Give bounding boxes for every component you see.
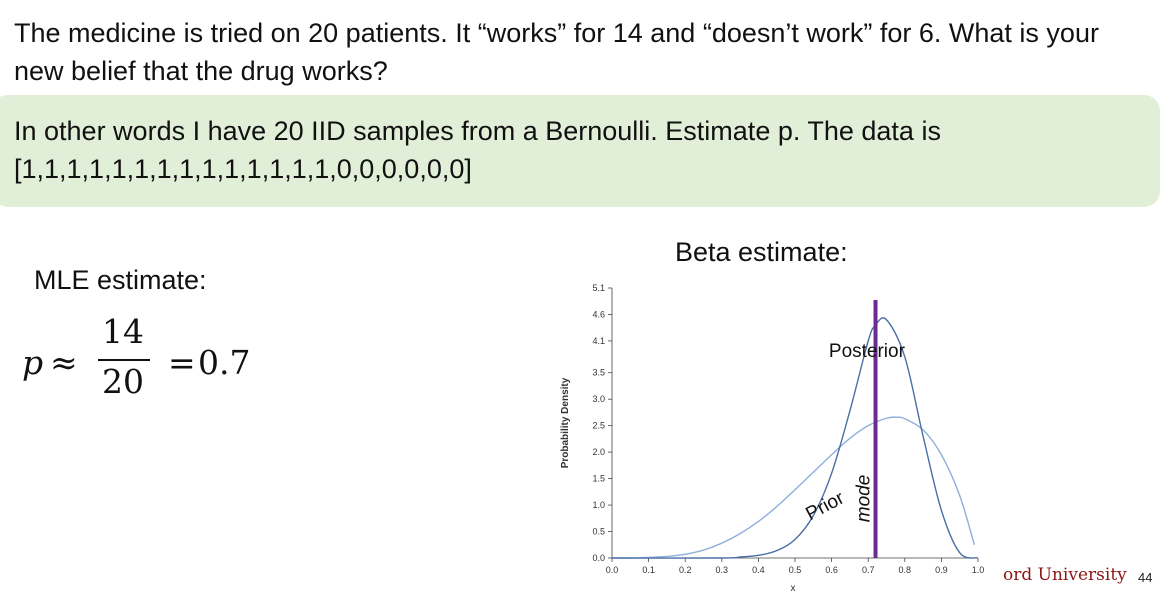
beta-title: Beta estimate: (675, 237, 848, 267)
x-tick-label: 0.3 (716, 565, 729, 575)
x-tick-label: 0.1 (642, 565, 655, 575)
y-tick-label: 3.5 (592, 368, 605, 378)
y-tick-label: 2.5 (592, 421, 605, 431)
x-tick-label: 0.0 (606, 565, 619, 575)
mle-title: MLE estimate: (34, 265, 207, 295)
x-tick-label: 0.9 (935, 565, 948, 575)
mode-label: mode (854, 475, 875, 523)
y-tick-label: 0.5 (592, 527, 605, 537)
y-tick-label: 1.5 (592, 474, 605, 484)
series-line-posterior (611, 317, 979, 559)
y-tick-label: 3.0 (592, 394, 605, 404)
callout-box: In other words I have 20 IID samples fro… (0, 95, 1160, 207)
formula-denominator: 20 (102, 362, 144, 401)
page-number: 44 (1138, 570, 1153, 585)
y-tick-label: 4.6 (592, 309, 605, 319)
formula-value: 0.7 (198, 343, 251, 382)
x-tick-label: 0.2 (679, 565, 692, 575)
footer-university: ord University (1003, 565, 1127, 585)
y-tick-label: 4.1 (592, 336, 605, 346)
formula-equals-sign: = (168, 343, 196, 382)
callout-text: In other words I have 20 IID samples fro… (14, 112, 1144, 188)
formula-variable: p (22, 343, 44, 382)
y-tick-label: 1.0 (592, 500, 605, 510)
x-tick-label: 0.4 (752, 565, 765, 575)
y-axis-label: Probability Density (560, 377, 571, 468)
formula-fraction-bar (98, 359, 150, 361)
formula-numerator: 14 (102, 312, 144, 351)
x-tick-label: 0.8 (899, 565, 912, 575)
y-tick-label: 5.1 (592, 283, 605, 293)
posterior-label: Posterior (829, 341, 906, 362)
x-tick-label: 0.6 (825, 565, 838, 575)
series-line-prior (611, 416, 976, 559)
x-axis-label: x (791, 583, 796, 594)
beta-chart: 0.0 0.5 1.0 1.5 2.0 2.5 3.0 3.5 4.1 4.6 5.1 0.0 0.1 0… (560, 283, 985, 594)
y-tick-label: 2.0 (592, 447, 605, 457)
y-tick-label: 0.0 (592, 553, 605, 563)
prior-label: Prior (802, 487, 848, 525)
formula-approx-sign: ≈ (50, 343, 78, 382)
callout-line-2: [1,1,1,1,1,1,1,1,1,1,1,1,1,1,0,0,0,0,0,0… (14, 154, 472, 184)
question-text: The medicine is tried on 20 patients. It… (14, 18, 1099, 86)
x-tick-label: 0.5 (789, 565, 802, 575)
x-tick-label: 0.7 (862, 565, 875, 575)
callout-line-1: In other words I have 20 IID samples fro… (14, 116, 941, 146)
x-tick-label: 1.0 (972, 565, 985, 575)
